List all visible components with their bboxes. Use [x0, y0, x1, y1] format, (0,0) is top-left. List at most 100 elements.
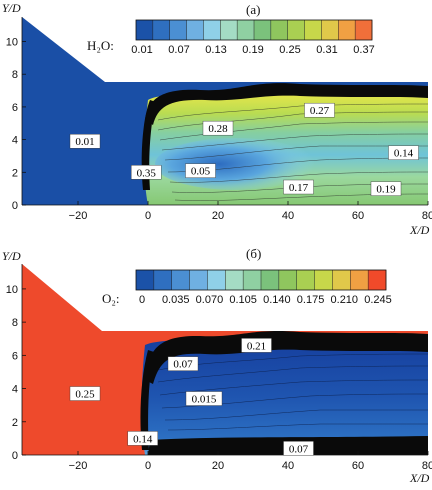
contour-labels-a: 0.01 0.35 0.28 0.27 0.05 0.14 0.17 0.19: [69, 102, 419, 196]
plume-region-b: [141, 339, 429, 455]
colorbar-b-cell: [314, 270, 333, 290]
x-tick-label-b: 80: [422, 460, 432, 472]
contour-label-a: 0.27: [304, 102, 335, 118]
y-axis-label-a: Y/D: [2, 1, 21, 15]
contour-label-text: 0.14: [133, 433, 153, 445]
contour-label-text: 0.25: [75, 389, 95, 401]
colorbar-b-cell: [332, 270, 351, 290]
y-tick-label-b: 6: [12, 350, 18, 362]
contour-label-text: 0.35: [137, 167, 157, 179]
x-axis-label-a: X/D: [409, 223, 430, 237]
colorbar-b-ticks: 0 0.035 0.070 0.105 0.140 0.175 0.210 0.245: [139, 294, 392, 306]
x-tick-label-b: 40: [282, 460, 294, 472]
colorbar-a-frame: [135, 19, 373, 41]
contour-label-text: 0.17: [289, 182, 309, 194]
panel-b: (б) O₂: 0 0.035 0.070 0.105 0.140 0.175 0.210 0…: [2, 246, 432, 485]
y-tick-label-a: 10: [6, 37, 18, 49]
colorbar-a-cell: [237, 20, 255, 40]
colorbar-a-cell: [186, 20, 204, 40]
panel-a: (а) H₂O: 0.01 0.07 0.13 0.19 0.25 0.31 0.37 Y/…: [2, 1, 432, 237]
colorbar-a-cell: [169, 20, 187, 40]
contour-labels-b: 0.25 0.14 0.07 0.21 0.015 0.07: [69, 338, 314, 456]
x-tick-label-b: 0: [145, 460, 151, 472]
contour-label-text: 0.07: [173, 359, 193, 371]
colorbar-a-cell: [254, 20, 272, 40]
colorbar-b-cell: [296, 270, 315, 290]
colorbar-a-cell: [304, 20, 322, 40]
colorbar-a-cell: [220, 20, 238, 40]
colorbar-b: O₂: 0 0.035 0.070 0.105 0.140 0.175 0.210 0.245: [102, 269, 392, 306]
contour-label-b: 0.07: [167, 356, 199, 371]
colorbar-b-cell: [261, 270, 280, 290]
contour-label-a: 0.01: [69, 134, 101, 149]
contour-label-box: [283, 441, 314, 456]
colorbar-a-cell: [136, 20, 154, 40]
axis-ticks-a: −20 0 20 40 60 80 0 2 4 6 8 10: [6, 37, 432, 222]
contour-label-a: 0.17: [283, 179, 314, 195]
contour-label-b: 0.14: [127, 431, 158, 446]
contour-label-a: 0.35: [131, 165, 162, 180]
contour-label-text: 0.07: [289, 443, 309, 455]
colorbar-a-tick-label: 0.37: [353, 44, 374, 56]
contour-band-top-b: [145, 331, 428, 384]
colorbar-b-cell: [225, 270, 244, 290]
colorbar-b-tick-label: 0.210: [331, 294, 359, 306]
y-tick-label-a: 2: [12, 167, 18, 179]
contour-label-box: [69, 134, 101, 149]
colorbar-a-variable: H₂O:: [87, 38, 114, 53]
colorbar-a-cell: [355, 20, 373, 40]
colorbar-b-cell: [350, 270, 369, 290]
contour-label-a: 0.19: [370, 181, 402, 196]
contour-label-box: [167, 356, 199, 371]
colorbar-b-cell: [153, 270, 173, 290]
contour-label-box: [185, 391, 223, 406]
contour-label-b: 0.07: [283, 441, 314, 456]
x-tick-label-a: 80: [422, 210, 432, 222]
contour-label-b: 0.25: [69, 386, 101, 401]
colorbar-a-ticks: 0.01 0.07 0.13 0.19 0.25 0.31 0.37: [131, 44, 374, 56]
contour-label-text: 0.05: [191, 166, 211, 178]
colorbar-b-tick-label: 0.070: [196, 294, 224, 306]
x-tick-label-a: 0: [145, 210, 151, 222]
contour-label-box: [202, 120, 234, 136]
contour-label-box: [69, 386, 101, 401]
contour-label-box: [304, 102, 335, 118]
colorbar-a-cell: [287, 20, 305, 40]
colorbar-a-cell: [321, 20, 339, 40]
x-tick-label-b: −20: [69, 460, 88, 472]
contour-label-box: [185, 163, 216, 178]
colorbar-a-tick-label: 0.25: [279, 44, 300, 56]
x-tick-label-b: 60: [352, 460, 364, 472]
colorbar-b-tick-label: 0.140: [263, 294, 291, 306]
contour-label-a: 0.28: [202, 120, 234, 136]
y-tick-label-a: 6: [12, 102, 18, 114]
y-tick-label-a: 8: [12, 69, 18, 81]
x-tick-label-a: −20: [69, 210, 88, 222]
colorbar-a: H₂O: 0.01 0.07 0.13 0.19 0.25 0.31 0.37: [87, 19, 375, 56]
x-tick-label-a: 20: [212, 210, 224, 222]
contour-label-b: 0.21: [241, 338, 272, 353]
colorbar-a-cell: [203, 20, 221, 40]
colorbar-b-frame: [135, 269, 387, 291]
contour-label-text: 0.14: [394, 148, 414, 160]
contour-label-b: 0.015: [185, 391, 223, 406]
injector-column-b: [140, 350, 154, 450]
y-tick-label-b: 0: [12, 450, 18, 462]
colorbar-a-cell: [152, 20, 171, 40]
contour-label-a: 0.05: [185, 163, 216, 178]
x-tick-label-b: 20: [212, 460, 224, 472]
y-tick-label-b: 2: [12, 417, 18, 429]
y-tick-label-a: 0: [12, 200, 18, 212]
colorbar-b-cell: [207, 270, 226, 290]
contour-label-box: [241, 338, 272, 353]
colorbar-a-tick-label: 0.19: [242, 44, 263, 56]
colorbar-a-tick-label: 0.13: [205, 44, 226, 56]
contour-label-text: 0.015: [192, 394, 217, 406]
contour-label-box: [131, 165, 162, 180]
colorbar-a-tick-label: 0.31: [316, 44, 337, 56]
contour-label-box: [370, 181, 402, 196]
colorbar-b-cells: [136, 270, 387, 290]
contour-label-box: [127, 431, 158, 446]
colorbar-b-cell: [136, 270, 155, 290]
